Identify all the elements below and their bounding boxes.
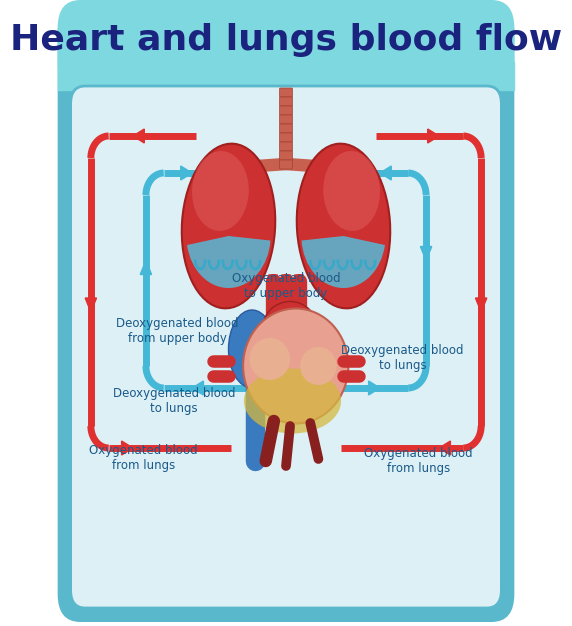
Wedge shape xyxy=(301,236,385,288)
Text: Deoxygenated blood
to lungs: Deoxygenated blood to lungs xyxy=(341,344,464,372)
FancyBboxPatch shape xyxy=(280,160,292,169)
Bar xyxy=(58,62,514,90)
Ellipse shape xyxy=(244,369,341,433)
Text: Deoxygenated blood
from upper body: Deoxygenated blood from upper body xyxy=(116,317,239,345)
Ellipse shape xyxy=(297,143,390,309)
Polygon shape xyxy=(368,381,380,395)
FancyBboxPatch shape xyxy=(70,86,502,608)
Polygon shape xyxy=(475,298,487,312)
FancyBboxPatch shape xyxy=(280,133,292,142)
FancyBboxPatch shape xyxy=(280,88,292,97)
Polygon shape xyxy=(439,441,450,455)
Polygon shape xyxy=(192,381,204,395)
Text: Oxygenated blood
from lungs: Oxygenated blood from lungs xyxy=(364,447,473,475)
Polygon shape xyxy=(133,129,144,143)
FancyBboxPatch shape xyxy=(280,142,292,151)
Polygon shape xyxy=(380,166,391,180)
Polygon shape xyxy=(122,441,133,455)
Polygon shape xyxy=(420,247,432,260)
Text: Oxygenated blood
to upper body: Oxygenated blood to upper body xyxy=(232,272,340,300)
FancyBboxPatch shape xyxy=(280,151,292,160)
Ellipse shape xyxy=(249,338,290,380)
Polygon shape xyxy=(140,260,152,274)
Wedge shape xyxy=(187,236,271,288)
Polygon shape xyxy=(85,298,97,312)
Polygon shape xyxy=(428,129,439,143)
Polygon shape xyxy=(181,166,192,180)
Polygon shape xyxy=(269,275,277,286)
Ellipse shape xyxy=(300,347,336,385)
Ellipse shape xyxy=(192,151,249,231)
Ellipse shape xyxy=(243,309,348,424)
Ellipse shape xyxy=(182,143,275,309)
FancyBboxPatch shape xyxy=(280,97,292,106)
Ellipse shape xyxy=(263,302,317,356)
Text: Oxygenated blood
from lungs: Oxygenated blood from lungs xyxy=(89,444,198,472)
FancyBboxPatch shape xyxy=(58,4,514,622)
Text: Heart and lungs blood flow: Heart and lungs blood flow xyxy=(10,23,562,57)
Polygon shape xyxy=(295,275,303,286)
FancyBboxPatch shape xyxy=(280,124,292,133)
Ellipse shape xyxy=(228,310,276,388)
Text: Deoxygenated blood
to lungs: Deoxygenated blood to lungs xyxy=(113,387,236,415)
Ellipse shape xyxy=(323,151,380,231)
Polygon shape xyxy=(281,275,291,286)
FancyBboxPatch shape xyxy=(280,106,292,115)
FancyBboxPatch shape xyxy=(58,0,514,90)
FancyBboxPatch shape xyxy=(280,115,292,124)
